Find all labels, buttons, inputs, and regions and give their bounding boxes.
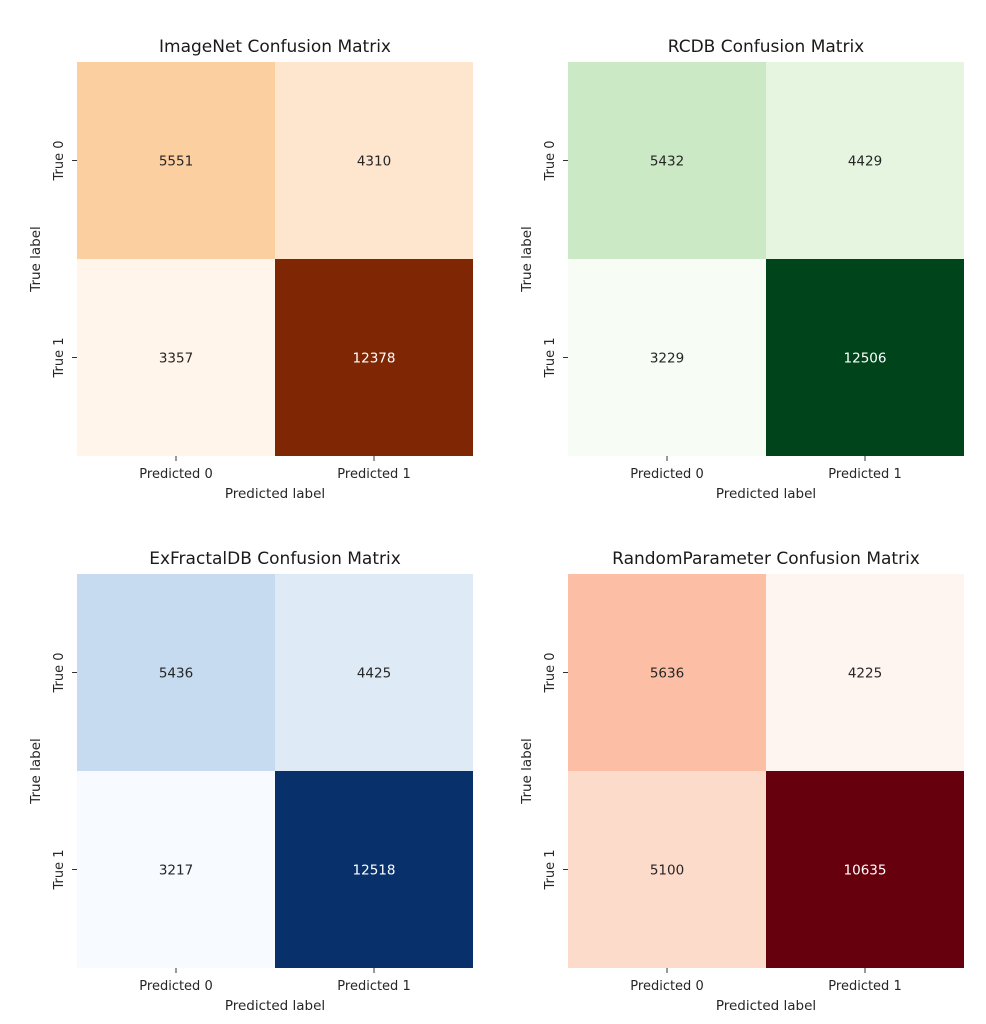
x-axis-label: Predicted label	[716, 486, 816, 502]
cell-value-0-1: 4425	[357, 666, 391, 682]
cell-value-1-1: 12378	[353, 351, 396, 367]
x-tick-label: Predicted 0	[630, 467, 703, 482]
x-tick-label: Predicted 0	[630, 979, 703, 994]
x-tick-label: Predicted 1	[828, 979, 901, 994]
heatmap-cell-1-0	[568, 259, 766, 456]
heatmap-cell-0-0	[568, 574, 766, 771]
cell-value-1-1: 10635	[844, 863, 887, 879]
cell-value-1-0: 5100	[650, 863, 684, 879]
x-tick-label: Predicted 1	[337, 467, 410, 482]
chart-title: RandomParameter Confusion Matrix	[612, 549, 920, 569]
chart-title: RCDB Confusion Matrix	[668, 37, 864, 57]
y-tick-label: True 0	[543, 652, 558, 693]
chart-title: ImageNet Confusion Matrix	[159, 37, 391, 57]
y-tick-label: True 1	[543, 849, 558, 890]
y-axis-label: True label	[28, 738, 44, 805]
x-tick-label: Predicted 0	[139, 979, 212, 994]
x-axis-label: Predicted label	[225, 486, 325, 502]
panel-randomparameter: RandomParameter Confusion Matrix 5636 4225…	[519, 549, 964, 1014]
heatmap-cell-0-0	[568, 62, 766, 259]
heatmap-cell-1-1	[766, 259, 964, 456]
heatmap-cell-1-1	[275, 259, 473, 456]
cell-value-0-0: 5432	[650, 154, 684, 170]
y-tick-label: True 0	[52, 140, 67, 181]
cell-value-0-0: 5551	[159, 154, 193, 170]
panel-rcdb: RCDB Confusion Matrix 5432 4429 3229 12506 Pr…	[519, 37, 964, 502]
y-axis-label: True label	[519, 226, 535, 293]
x-axis-label: Predicted label	[225, 998, 325, 1014]
y-tick-label: True 1	[52, 337, 67, 378]
heatmap-cell-1-1	[766, 771, 964, 968]
panel-imagenet: ImageNet Confusion Matrix 5551 4310 3357 123…	[28, 37, 473, 502]
cell-value-0-1: 4310	[357, 154, 391, 170]
cell-value-1-1: 12506	[844, 351, 887, 367]
heatmap-cell-0-1	[275, 574, 473, 771]
y-tick-label: True 1	[543, 337, 558, 378]
heatmap-cell-0-0	[77, 574, 275, 771]
cell-value-1-0: 3217	[159, 863, 193, 879]
y-tick-label: True 0	[543, 140, 558, 181]
y-axis-label: True label	[28, 226, 44, 293]
x-tick-label: Predicted 1	[828, 467, 901, 482]
x-axis-label: Predicted label	[716, 998, 816, 1014]
cell-value-0-1: 4225	[848, 666, 882, 682]
heatmap-cell-1-0	[77, 771, 275, 968]
heatmap-cell-0-1	[766, 574, 964, 771]
cell-value-0-1: 4429	[848, 154, 882, 170]
heatmap-cell-0-0	[77, 62, 275, 259]
heatmap-cell-1-0	[568, 771, 766, 968]
heatmap-cell-0-1	[766, 62, 964, 259]
chart-title: ExFractalDB Confusion Matrix	[149, 549, 401, 569]
cell-value-1-0: 3229	[650, 351, 684, 367]
heatmap-cell-1-0	[77, 259, 275, 456]
heatmap-cell-0-1	[275, 62, 473, 259]
cell-value-1-0: 3357	[159, 351, 193, 367]
cell-value-1-1: 12518	[353, 863, 396, 879]
cell-value-0-0: 5436	[159, 666, 193, 682]
x-tick-label: Predicted 0	[139, 467, 212, 482]
y-tick-label: True 1	[52, 849, 67, 890]
y-tick-label: True 0	[52, 652, 67, 693]
heatmap-cell-1-1	[275, 771, 473, 968]
x-tick-label: Predicted 1	[337, 979, 410, 994]
y-axis-label: True label	[519, 738, 535, 805]
panel-exfractaldb: ExFractalDB Confusion Matrix 5436 4425 3217…	[28, 549, 473, 1014]
cell-value-0-0: 5636	[650, 666, 684, 682]
